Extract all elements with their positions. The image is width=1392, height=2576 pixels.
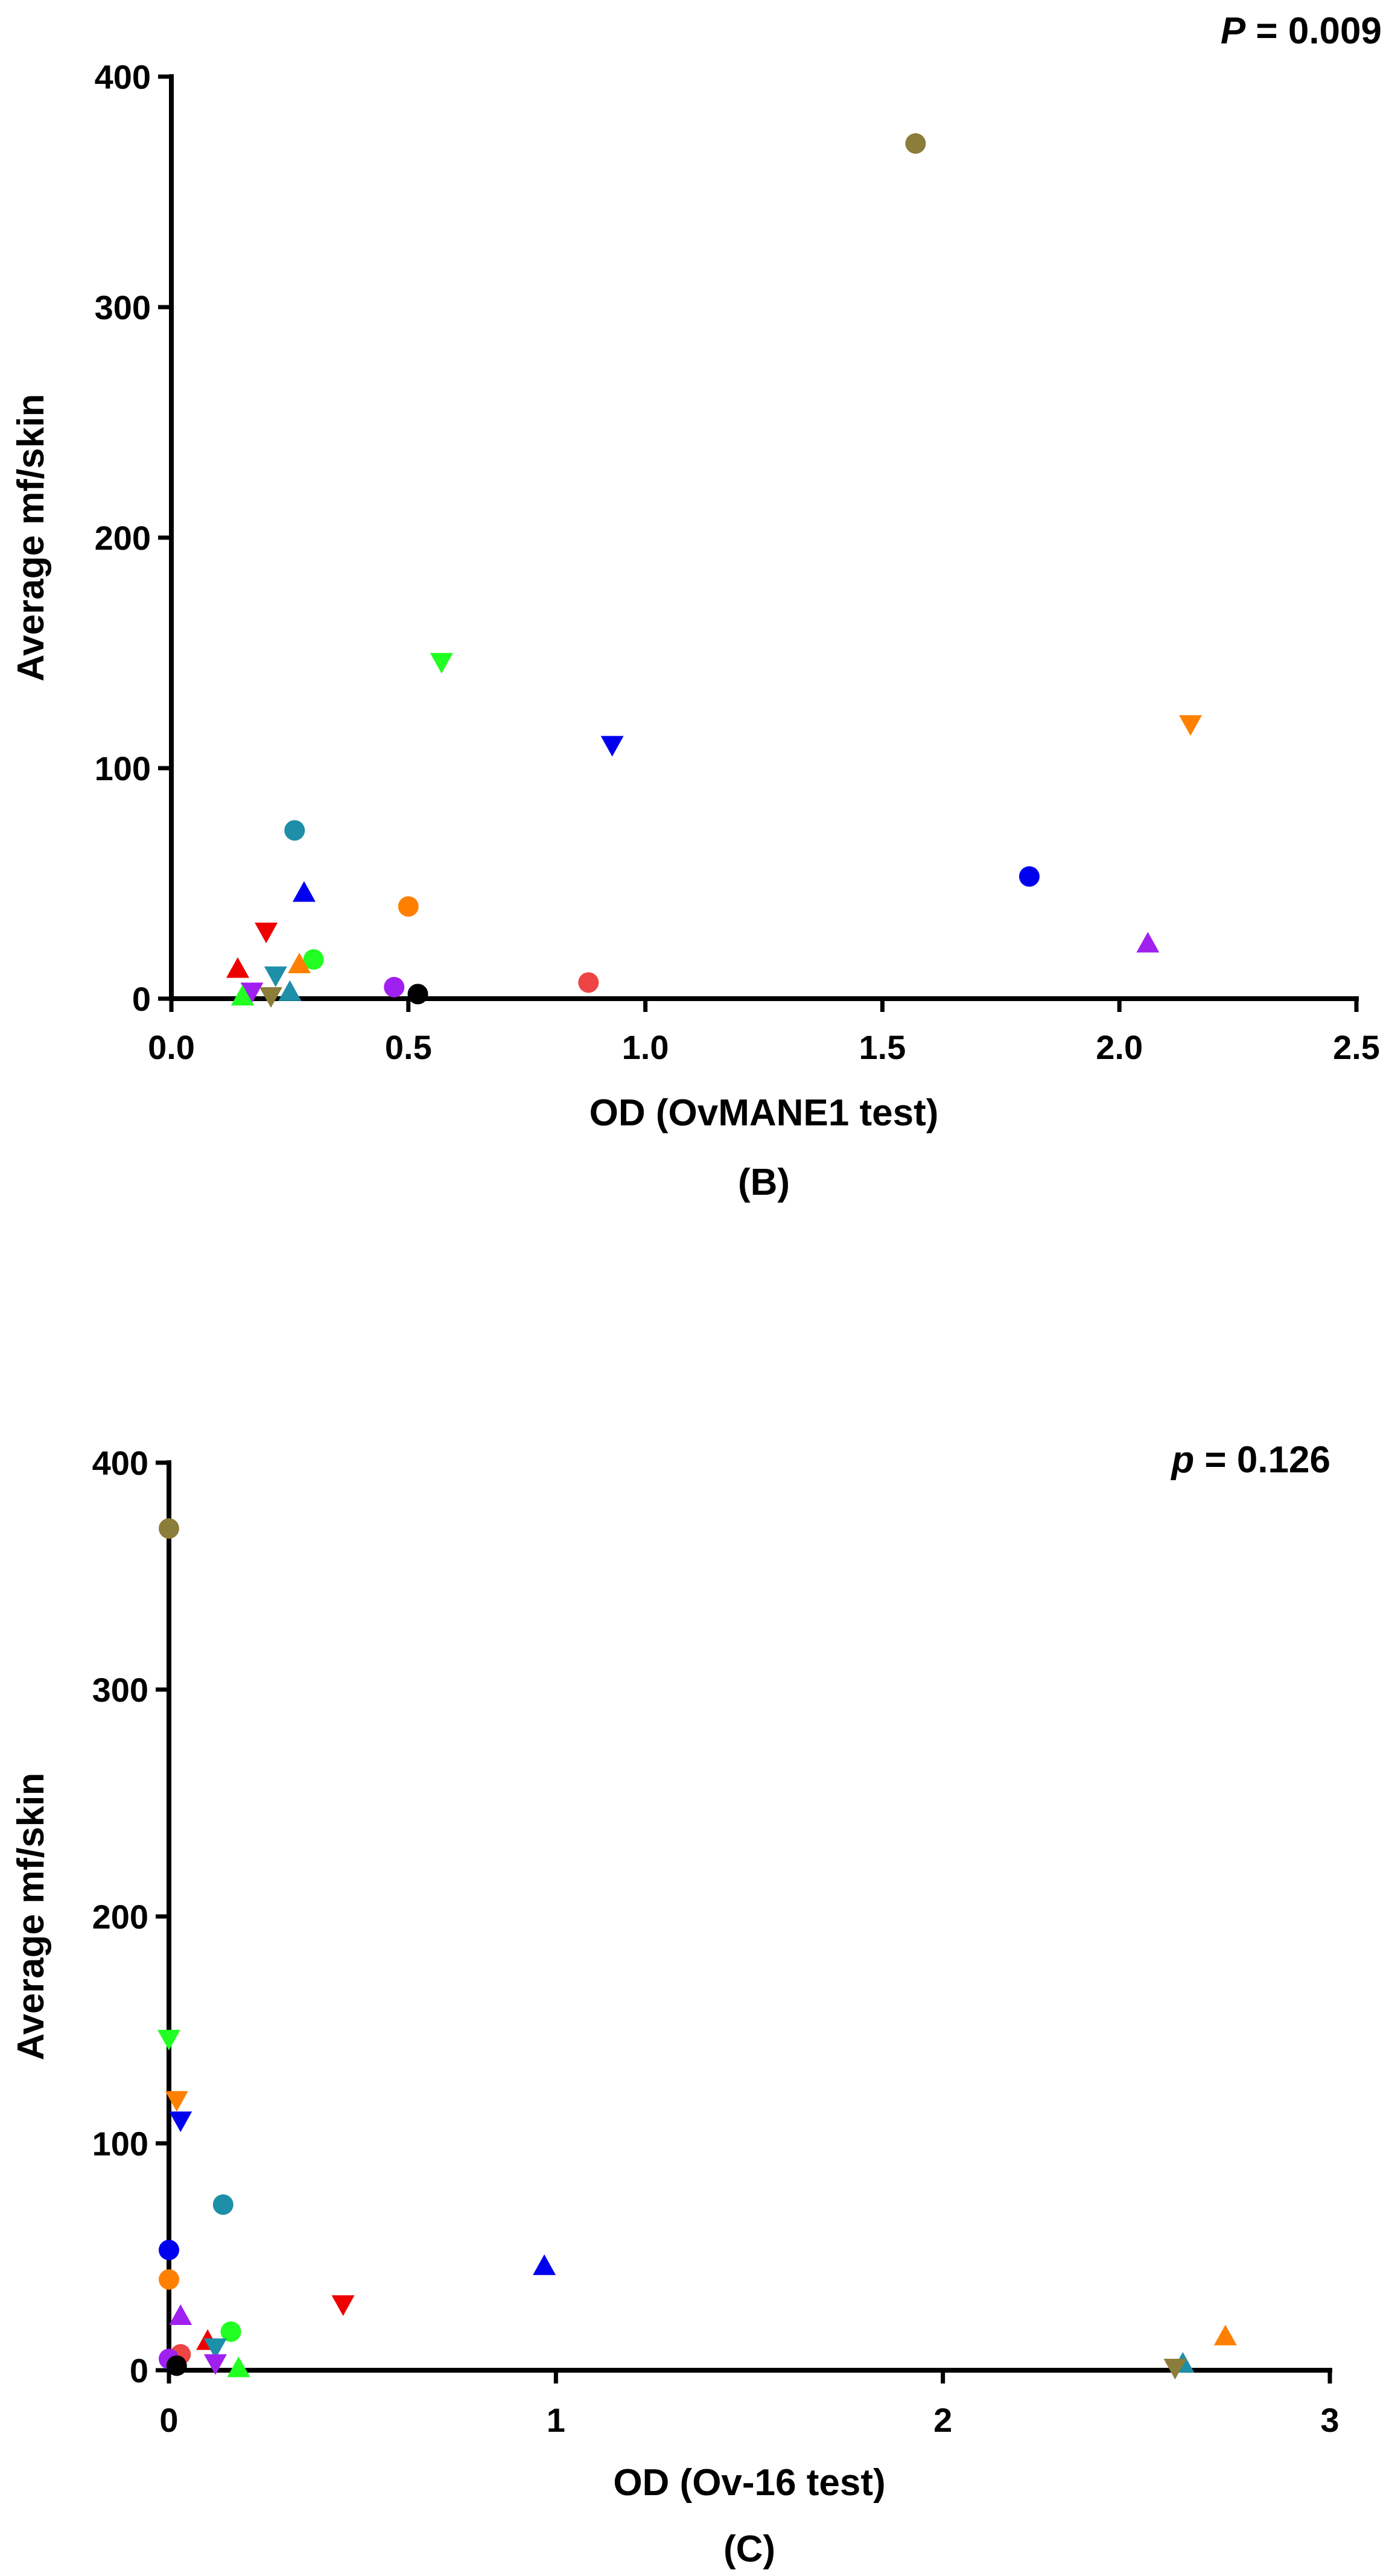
x-tick-label: 1.5	[859, 1028, 906, 1066]
x-tick-label: 0	[159, 2401, 178, 2439]
data-point-triangle-down	[259, 987, 282, 1008]
x-tick-label: 1	[547, 2401, 565, 2439]
x-axis-title: OD (Ov-16 test)	[613, 2462, 885, 2504]
data-point-circle	[578, 972, 599, 993]
x-tick-label: 0.5	[385, 1028, 432, 1066]
y-tick-label: 0	[130, 2352, 148, 2390]
y-tick-label: 400	[95, 58, 151, 96]
x-tick-label: 2.5	[1333, 1028, 1380, 1066]
y-axis-title: Average mf/skin	[10, 1773, 52, 2061]
data-point-triangle-down	[331, 2295, 355, 2316]
data-point-triangle-up	[230, 985, 254, 1006]
p-value-text: = 0.126	[1194, 1439, 1330, 1481]
x-tick-label: 2.0	[1096, 1028, 1143, 1066]
data-point-triangle-up	[227, 2356, 250, 2377]
data-point-triangle-down	[264, 966, 287, 987]
y-tick-label: 200	[95, 519, 151, 557]
x-tick-label: 0.0	[148, 1028, 195, 1066]
data-point-triangle-down	[255, 923, 278, 944]
y-tick-label: 400	[92, 1444, 148, 1482]
data-point-triangle-up	[226, 957, 249, 978]
data-point-triangle-up	[169, 2304, 192, 2325]
y-tick-label: 100	[95, 749, 151, 787]
data-point-circle	[407, 984, 428, 1005]
data-point-triangle-up	[1136, 932, 1160, 953]
x-tick-label: 1.0	[622, 1028, 669, 1066]
panel-label: (C)	[723, 2528, 775, 2570]
data-point-circle	[284, 820, 305, 841]
data-point-circle	[384, 976, 405, 997]
data-point-triangle-down	[1163, 2359, 1187, 2380]
data-point-triangle-down	[1179, 715, 1203, 736]
y-tick-label: 100	[92, 2125, 148, 2163]
p-value-annotation: p = 0.126	[1170, 1439, 1330, 1481]
data-point-triangle-down	[157, 2029, 180, 2051]
data-point-circle	[159, 2269, 179, 2290]
panel-label: (B)	[738, 1162, 790, 1203]
x-tick-label: 3	[1320, 2401, 1339, 2439]
data-point-triangle-up	[278, 980, 302, 1001]
y-tick-label: 300	[95, 288, 151, 326]
data-point-circle	[159, 2239, 179, 2260]
y-tick-label: 0	[132, 980, 151, 1018]
data-point-triangle-down	[600, 736, 624, 757]
data-point-triangle-down	[430, 653, 453, 674]
data-point-triangle-up	[1213, 2324, 1237, 2345]
data-point-circle	[398, 896, 419, 917]
data-point-circle	[212, 2194, 234, 2215]
data-point-circle	[166, 2355, 187, 2376]
data-point-circle	[1019, 866, 1040, 887]
data-point-triangle-down	[203, 2354, 227, 2375]
data-point-circle	[220, 2321, 241, 2342]
p-value-symbol: P	[1221, 10, 1246, 52]
data-point-triangle-down	[240, 982, 264, 1003]
chart-panel-b: 0 100 200 300 400 0.0 0.5 1.0 1.5 2.0 2.5 OD (OvMAN…	[10, 10, 1382, 1203]
data-point-circle	[905, 133, 926, 154]
data-point-triangle-up	[288, 952, 311, 973]
p-value-text: = 0.009	[1245, 10, 1382, 52]
data-point-triangle-down	[165, 2091, 188, 2112]
data-point-triangle-up	[533, 2254, 556, 2275]
x-tick-label: 2	[933, 2401, 952, 2439]
y-axis-title: Average mf/skin	[10, 394, 52, 682]
y-tick-label: 300	[92, 1671, 148, 1709]
data-point-triangle-down	[169, 2111, 192, 2132]
data-point-triangle-up	[292, 881, 316, 902]
data-point-triangle-down	[203, 2338, 227, 2359]
data-point-circle	[303, 949, 324, 970]
y-tick-label: 200	[92, 1898, 148, 1936]
p-value-annotation: P = 0.009	[1221, 10, 1382, 52]
p-value-symbol: p	[1170, 1439, 1194, 1481]
x-axis-title: OD (OvMANE1 test)	[590, 1092, 939, 1134]
chart-panel-c: 0 100 200 300 400 0 1 2 3 OD (Ov-16 test) Average …	[10, 1439, 1340, 2570]
data-point-circle	[159, 1518, 179, 1539]
